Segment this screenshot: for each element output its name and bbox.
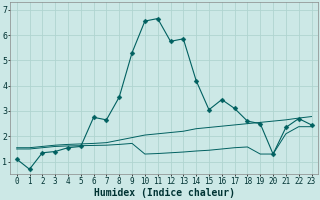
X-axis label: Humidex (Indice chaleur): Humidex (Indice chaleur): [93, 188, 235, 198]
